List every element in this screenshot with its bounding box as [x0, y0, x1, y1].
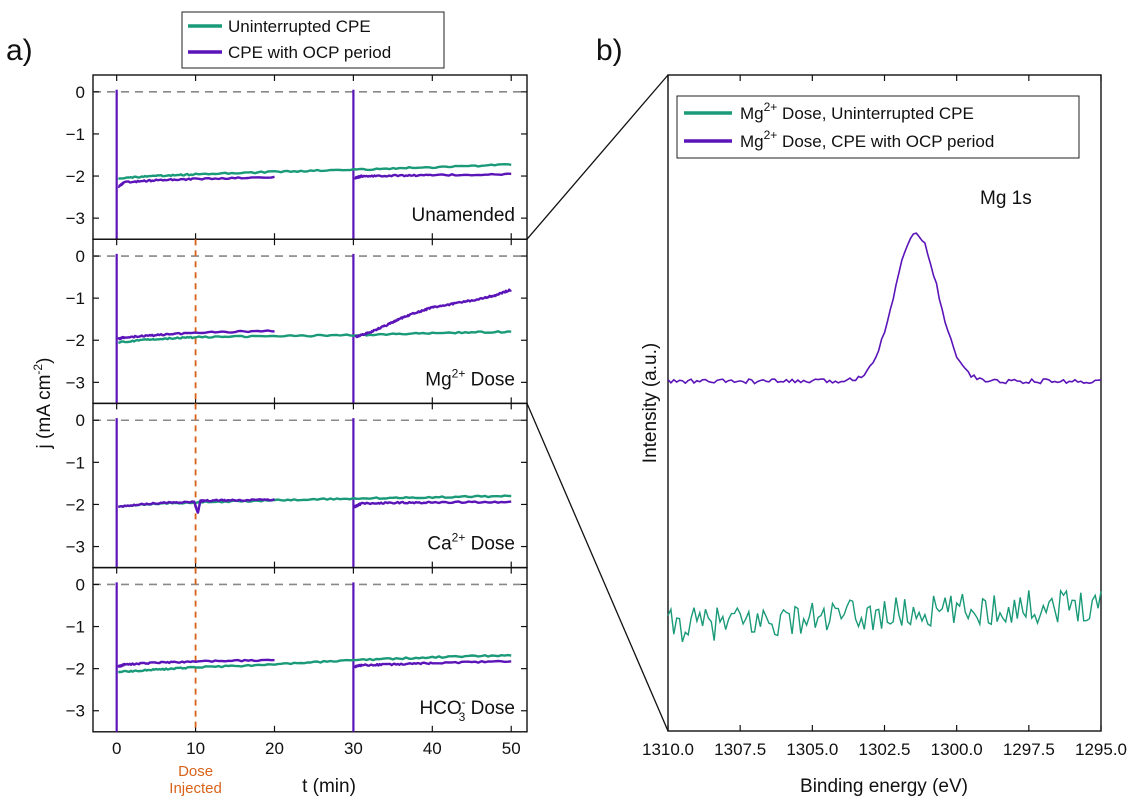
subplot-label: Ca2+ Dose	[427, 531, 515, 555]
series-line-ocp	[354, 288, 512, 339]
series-line-uninterrupted-spectrum	[667, 588, 1102, 643]
zoom-connectors	[526, 74, 669, 732]
y-tick-label: −2	[66, 660, 85, 679]
y-axis-label: Intensity (a.u.)	[640, 343, 661, 463]
series-line-ocp	[117, 498, 275, 514]
y-tick-label: 0	[76, 411, 85, 430]
subplot-2: 0 −1 −2 −3 Mg2+ Dose	[66, 238, 528, 405]
x-tick-label: 0	[112, 739, 121, 758]
y-tick-label: −3	[66, 702, 85, 721]
y-tick-label: −1	[66, 289, 85, 308]
subplot-3: 0 −1 −2 −3 Ca2+ Dose	[66, 402, 528, 569]
x-tick-label: 50	[502, 739, 521, 758]
x-tick-label: 1297.5	[1003, 740, 1055, 759]
x-tick-label: 1307.5	[714, 740, 766, 759]
legend-label: Mg2+ Dose, Uninterrupted CPE	[740, 100, 974, 123]
series-line-ocp	[353, 659, 512, 669]
legend-b: Mg2+ Dose, Uninterrupted CPE Mg2+ Dose, C…	[676, 95, 1080, 159]
series-line-ocp-spectrum	[667, 232, 1102, 385]
chart-b: 1310.0 1307.5 1305.0 1302.5 1300.0 1297.5 1295…	[640, 74, 1127, 797]
zoom-line-bottom	[526, 403, 669, 732]
y-tick-label: 0	[76, 247, 85, 266]
y-tick-label: 0	[76, 83, 85, 102]
subplot-4: 0 −1 −2 −3 HCO-3 Dose	[66, 566, 528, 733]
series-line-uninterrupted	[118, 163, 512, 180]
legend-frame	[676, 95, 1080, 159]
x-tick-label: 1305.0	[786, 740, 838, 759]
series-line-ocp	[353, 500, 512, 509]
legend-label: CPE with OCP period	[228, 43, 391, 62]
mg-1s-annotation: Mg 1s	[980, 188, 1032, 209]
y-axis-label: j (mA cm-2)	[31, 358, 55, 450]
x-tick-label: 1300.0	[931, 740, 983, 759]
dose-injected-label: Dose	[178, 763, 213, 780]
subplot-label: HCO-3 Dose	[419, 695, 515, 724]
plot-frame	[667, 74, 1102, 732]
x-axis-label: t (min)	[302, 776, 356, 797]
legend-label: Uninterrupted CPE	[228, 17, 371, 36]
y-tick-label: 0	[76, 575, 85, 594]
series-line-ocp	[354, 172, 512, 180]
y-tick-label: −3	[66, 373, 85, 392]
legend-a: Uninterrupted CPE CPE with OCP period	[181, 11, 445, 69]
y-tick-label: −2	[66, 495, 85, 514]
x-tick-label: 1295.0	[1075, 740, 1127, 759]
series-line-ocp	[117, 175, 275, 189]
series-line-ocp	[117, 329, 275, 341]
x-tick-label: 1302.5	[859, 740, 911, 759]
series-line-uninterrupted	[118, 330, 512, 344]
x-tick-label: 20	[265, 739, 284, 758]
subplot-label: Unamended	[411, 205, 515, 226]
x-axis-label: Binding energy (eV)	[800, 776, 968, 797]
chart-a: 0 −1 −2 −3 Unamended 0 −1 −2 −3 Mg2+ Dose 0 −1 −2 −3 C…	[31, 11, 528, 797]
y-tick-label: −1	[66, 453, 85, 472]
panel-a-letter: a)	[6, 34, 33, 67]
y-tick-label: −2	[66, 167, 85, 186]
legend-frame	[181, 11, 445, 69]
dose-injected-label: Injected	[169, 780, 222, 797]
x-tick-label: 30	[344, 739, 363, 758]
panel-b-letter: b)	[596, 34, 623, 67]
subplot-frame	[92, 566, 528, 733]
x-tick-label: 40	[423, 739, 442, 758]
legend-label: Mg2+ Dose, CPE with OCP period	[740, 128, 994, 151]
zoom-line-top	[526, 74, 669, 240]
y-tick-label: −2	[66, 331, 85, 350]
y-tick-label: −3	[66, 538, 85, 557]
subplot-1: 0 −1 −2 −3 Unamended	[66, 74, 528, 240]
subplot-label: Mg2+ Dose	[425, 366, 515, 390]
x-tick-label: 1310.0	[642, 740, 694, 759]
y-tick-label: −3	[66, 209, 85, 228]
x-tick-label: 10	[186, 739, 205, 758]
y-tick-label: −1	[66, 618, 85, 637]
series-line-uninterrupted	[117, 653, 512, 674]
y-tick-label: −1	[66, 125, 85, 144]
series-line-ocp	[117, 658, 275, 668]
